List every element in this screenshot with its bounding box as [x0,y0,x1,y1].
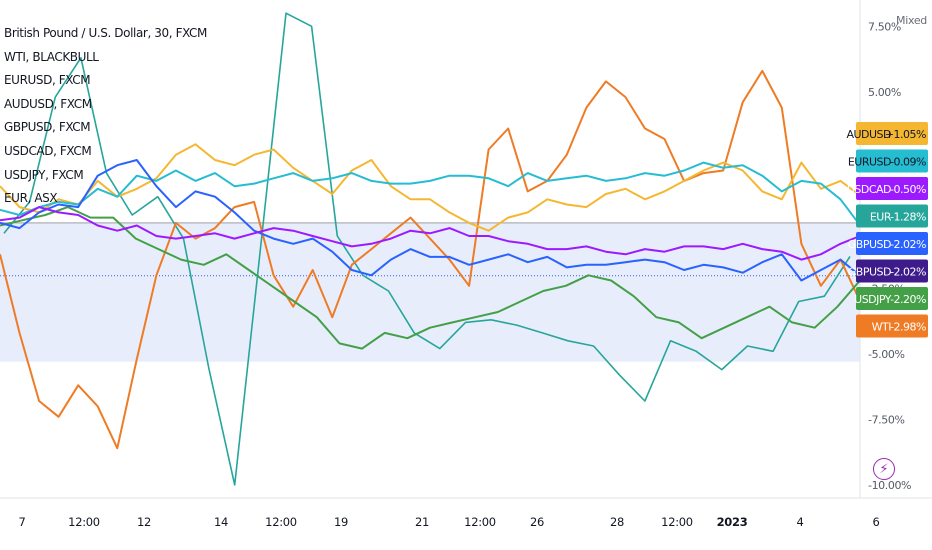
last-value-tag-value: -2.02% [890,238,926,251]
last-value-tag-name: EUR [870,211,892,224]
x-tick-label: 12:00 [265,515,297,529]
lightning-icon[interactable]: ⚡︎ [873,458,895,480]
last-value-tag-name: GBPUSD [848,266,891,279]
last-value-tag-name: USDCAD [847,183,891,196]
last-value-tag-value: -0.50% [890,183,926,196]
last-value-tag-value: +1.05% [885,128,926,141]
x-tick-label: 14 [214,515,228,529]
legend-item-usdjpy[interactable]: USDJPY, FXCM [4,167,84,182]
legend-item-gbpusd[interactable]: GBPUSD, FXCM [4,120,91,135]
last-value-tag-bg [856,177,928,200]
price-axis[interactable]: 7.50%5.00%2.50%0.00%-2.50%-5.00%-7.50%-1… [868,20,912,492]
last-value-tag-value: -2.02% [890,266,926,279]
x-tick-label: 12:00 [68,515,100,529]
baseline-lines [0,222,860,277]
last-value-tag-usdjpy: USDJPY -2.20% [854,287,928,310]
last-value-tag-value: -1.28% [890,211,926,224]
last-value-tag-name: EURUSD [848,156,891,169]
last-value-tag-name: WTI [872,321,892,334]
x-tick-label: 2023 [717,515,748,529]
x-tick-label: 26 [530,515,544,529]
time-axis[interactable]: 7 12:00 12 14 12:00 19 21 12:00 26 28 12:00 2023 4 6 [18,515,879,529]
x-tick-label: 12 [137,515,151,529]
x-tick-label: 12:00 [661,515,693,529]
last-value-tag-bg [856,287,928,310]
last-value-tag-name: GBPUSD [848,238,891,251]
last-value-tag-name: AUDUSD [846,128,891,141]
y-tick-label: -10.00% [868,479,911,492]
series-line-eurusd[interactable] [0,161,861,226]
series-line-usdjpy[interactable] [0,206,861,350]
scale-mode-label[interactable]: Mixed [896,14,927,27]
last-value-tag-usdcad: USDCAD -0.50% [847,177,928,200]
last-value-tag-bg [856,204,928,228]
last-value-tag-bg [856,149,928,173]
baseline-area [0,222,860,362]
series-line-wti[interactable] [0,69,861,450]
last-value-tag-gbpusd: GBPUSD -2.02% [848,259,928,283]
last-value-tag-value: -0.09% [890,156,926,169]
x-tick-label: 6 [872,515,879,529]
last-value-tag-name: USDJPY [854,293,892,306]
legend-item-eurusd[interactable]: EURUSD, FXCM [4,73,91,88]
last-value-tag-value: -2.98% [890,321,926,334]
last-value-tag-bg [856,259,928,283]
series-line-gbpusd[interactable] [0,159,861,282]
x-tick-label: 7 [18,515,25,529]
last-value-tag-bg [856,314,928,338]
y-tick-label: 7.50% [868,20,901,33]
legend-item-eur[interactable]: EUR, ASX [4,191,58,206]
x-tick-label: 21 [415,515,429,529]
legend-item-usdcad[interactable]: USDCAD, FXCM [4,143,92,158]
series-legend: British Pound / U.S. Dollar, 30, FXCM WT… [4,22,207,211]
last-value-tag-eur: EUR -1.28% [856,204,928,228]
last-value-tag-eurusd: EURUSD -0.09% [848,149,928,173]
last-value-labels: AUDUSD+1.05%EURUSD -0.09%USDCAD -0.50%EUR -… [846,122,928,338]
last-value-tag-gbpusd: GBPUSD -2.02% [848,232,928,255]
last-value-tag-wti: WTI -2.98% [856,314,928,338]
series-layer [0,12,861,486]
last-value-tag-value: -2.20% [890,293,926,306]
legend-item-wti[interactable]: WTI, BLACKBULL [4,49,99,64]
last-value-tag-bg [856,122,928,145]
series-line-eur[interactable] [3,12,851,486]
series-line-usdcad[interactable] [0,206,861,261]
y-tick-label: -5.00% [868,348,905,361]
baseline-area-fill [0,222,860,362]
x-tick-label: 19 [334,515,348,529]
x-tick-label: 12:00 [464,515,496,529]
last-value-tag-bg [856,232,928,255]
legend-item-audusd[interactable]: AUDUSD, FXCM [4,96,92,111]
y-tick-label: -7.50% [868,413,905,426]
legend-title[interactable]: British Pound / U.S. Dollar, 30, FXCM [4,26,207,40]
y-tick-label: 5.00% [868,86,901,99]
last-value-tag-audusd: AUDUSD+1.05% [846,122,928,145]
x-tick-label: 28 [610,515,624,529]
x-tick-label: 4 [796,515,803,529]
